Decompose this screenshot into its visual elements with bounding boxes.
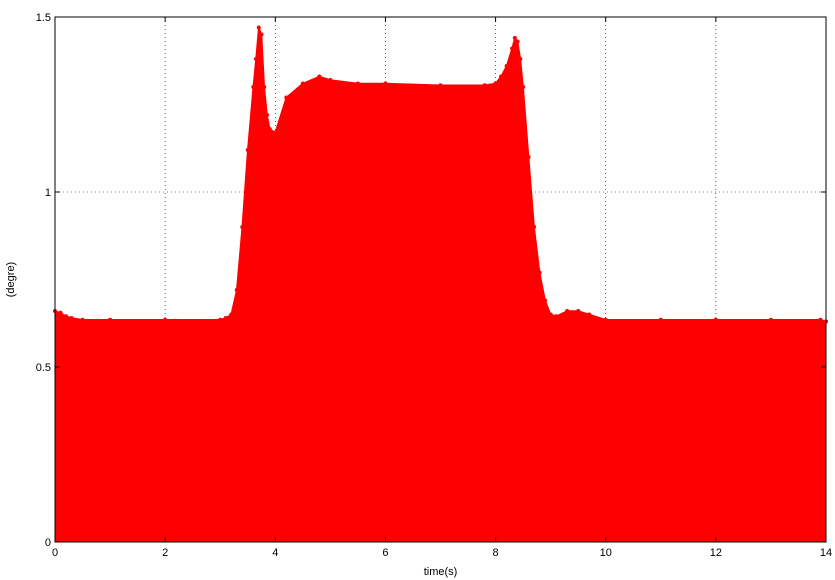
x-tick-label-4: 8: [493, 547, 499, 559]
x-tick-label-2: 4: [272, 547, 278, 559]
x-tick-label-1: 2: [162, 547, 168, 559]
data-point-7: [218, 317, 223, 322]
data-point-21: [284, 95, 289, 100]
plot-frame: [54, 16, 827, 543]
data-point-48: [713, 317, 718, 322]
data-point-6: [163, 317, 168, 322]
x-tick-label-5: 10: [600, 547, 612, 559]
data-point-29: [493, 81, 498, 86]
y-tick-label-2: 1: [45, 187, 51, 199]
data-point-34: [515, 39, 520, 44]
data-point-45: [587, 312, 592, 317]
y-tick-label-1: 0.5: [36, 362, 51, 374]
tick-labels: 0 2 4 6 8 10 12 14 0 0.5 1 1.5: [36, 12, 832, 559]
data-point-11: [240, 225, 245, 229]
y-tick-label-0: 0: [45, 537, 51, 549]
data-point-50: [818, 317, 823, 322]
data-point-20: [273, 130, 278, 135]
series-markers: [53, 25, 828, 324]
x-tick-label-0: 0: [52, 547, 58, 559]
data-point-49: [768, 317, 773, 322]
data-point-43: [565, 309, 570, 313]
data-point-33: [512, 36, 517, 40]
data-point-40: [543, 298, 548, 303]
data-point-3: [69, 316, 74, 320]
ticks: [54, 16, 827, 543]
data-point-16: [259, 32, 264, 37]
data-point-39: [537, 270, 542, 275]
data-point-18: [265, 113, 270, 117]
x-tick-label-7: 14: [820, 547, 832, 559]
data-point-2: [64, 314, 69, 319]
data-point-1: [58, 310, 63, 315]
data-point-32: [510, 46, 515, 51]
data-point-5: [108, 317, 113, 322]
x-tick-label-3: 6: [382, 547, 388, 559]
data-point-17: [262, 85, 267, 89]
data-point-30: [499, 74, 504, 79]
data-point-41: [548, 312, 553, 317]
data-point-46: [603, 317, 608, 322]
data-point-15: [256, 25, 261, 30]
data-point-27: [438, 83, 443, 88]
data-point-35: [518, 57, 523, 61]
data-point-38: [532, 225, 537, 229]
data-point-31: [504, 64, 509, 68]
data-point-9: [229, 312, 234, 317]
y-axis-label: (degre): [5, 262, 17, 297]
data-point-23: [317, 74, 322, 79]
data-point-26: [383, 81, 388, 86]
series-line: [54, 27, 827, 323]
data-point-44: [576, 309, 581, 313]
data-point-13: [251, 85, 256, 89]
data-point-19: [267, 127, 272, 131]
data-point-24: [328, 78, 333, 82]
data-point-12: [245, 148, 250, 152]
x-axis-label: time(s): [424, 566, 458, 578]
x-tick-label-6: 12: [710, 547, 722, 559]
y-tick-label-3: 1.5: [36, 12, 51, 24]
data-point-42: [554, 314, 559, 319]
data-point-28: [482, 83, 487, 88]
data-point-4: [80, 317, 85, 322]
data-point-25: [355, 81, 360, 86]
data-point-47: [658, 317, 663, 322]
data-point-10: [234, 288, 239, 292]
data-point-36: [521, 85, 526, 89]
data-point-8: [223, 316, 228, 320]
data-point-14: [254, 57, 259, 61]
data-point-37: [526, 155, 531, 159]
data-point-22: [300, 81, 305, 86]
